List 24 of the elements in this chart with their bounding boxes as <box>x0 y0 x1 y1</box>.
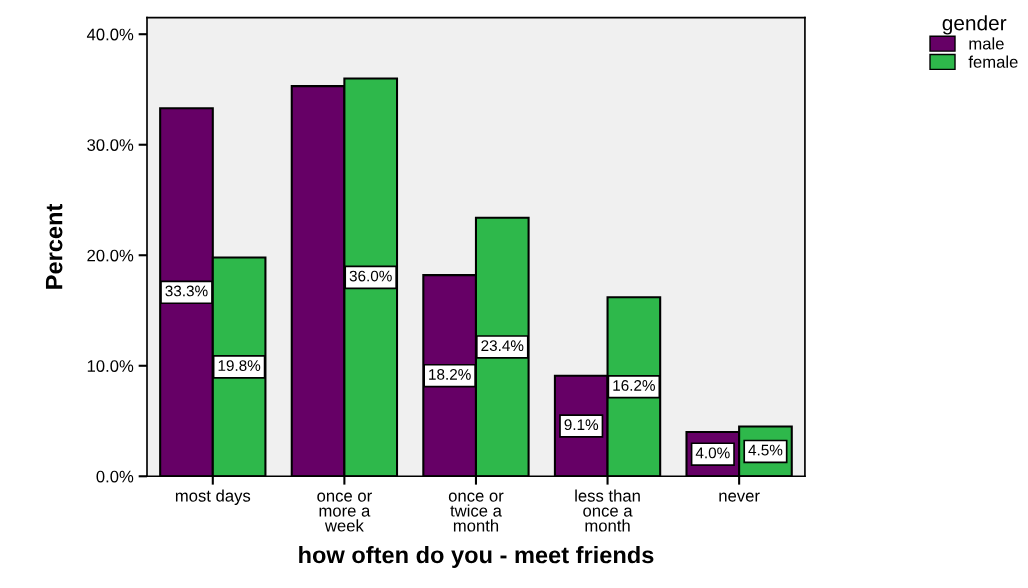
x-tick-label: once or twice a month <box>448 492 504 532</box>
legend-title: gender <box>942 15 1007 35</box>
data-label: 16.2% <box>613 380 655 391</box>
legend-label: male <box>969 37 1004 50</box>
x-axis-title: how often do you - meet friends <box>299 545 654 568</box>
y-tick-label: 30.0% <box>87 139 134 151</box>
y-tick-label: 40.0% <box>86 28 134 41</box>
x-tick-label: never <box>719 492 760 502</box>
data-label: 19.8% <box>218 360 261 371</box>
data-label: 33.3% <box>165 285 208 297</box>
x-tick-label: most days <box>175 489 251 506</box>
y-tick-label: 10.0% <box>87 360 134 372</box>
data-label: 4.5% <box>748 444 783 456</box>
x-tick-label: less than once a month <box>575 489 640 532</box>
data-label: 4.0% <box>695 447 730 459</box>
data-label: 9.1% <box>564 419 599 431</box>
y-tick-label: 0.0% <box>96 470 134 483</box>
y-tick-label: 20.0% <box>87 249 134 262</box>
data-label: 18.2% <box>429 368 471 380</box>
x-tick-label: once or more a week <box>317 492 372 532</box>
data-label: 23.4% <box>481 340 524 352</box>
data-label: 36.0% <box>349 270 392 282</box>
legend-label: female <box>968 55 1018 68</box>
y-axis-title: Percent <box>45 203 63 289</box>
